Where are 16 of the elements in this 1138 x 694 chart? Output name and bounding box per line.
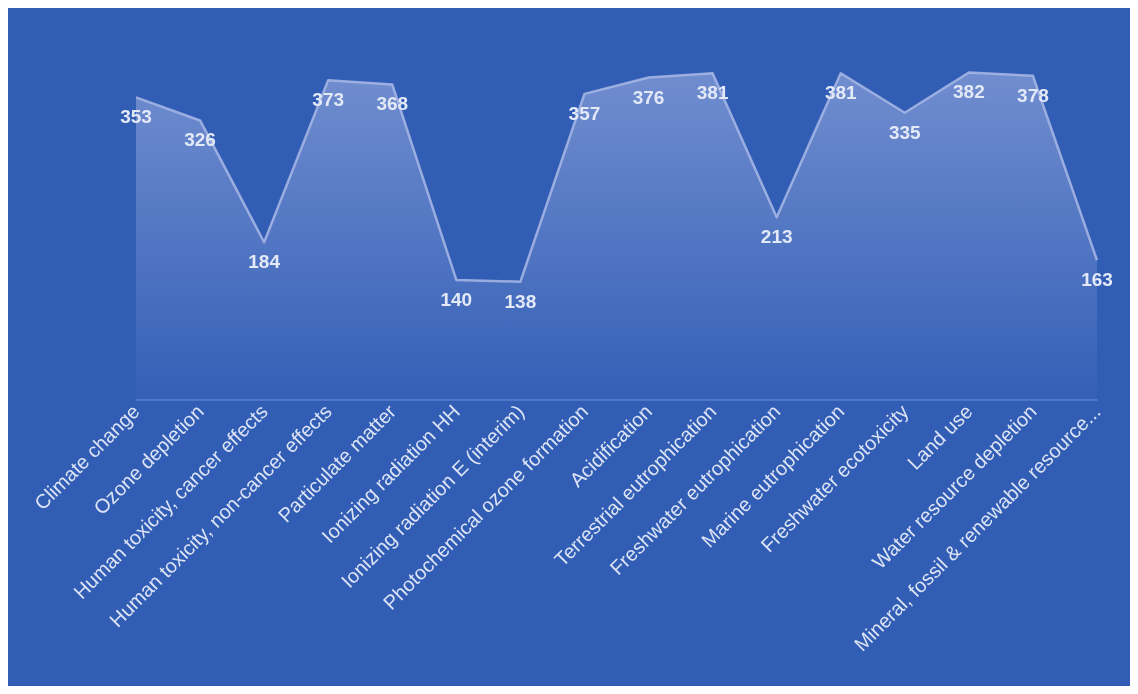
data-label: 378 [1017,84,1049,106]
data-label: 213 [760,226,793,248]
data-label: 381 [824,82,858,104]
data-label: 140 [440,288,473,310]
data-label: 184 [248,251,281,273]
data-label: 381 [696,82,729,104]
data-label: 376 [632,86,665,108]
data-label: 353 [120,106,152,128]
data-label: 138 [504,290,537,312]
data-label: 335 [888,121,922,143]
data-label: 357 [568,102,601,124]
data-label: 382 [953,81,985,103]
data-label: 368 [376,93,409,115]
data-label: 373 [312,89,345,111]
data-label: 326 [184,129,216,151]
data-label: 163 [1081,269,1113,291]
